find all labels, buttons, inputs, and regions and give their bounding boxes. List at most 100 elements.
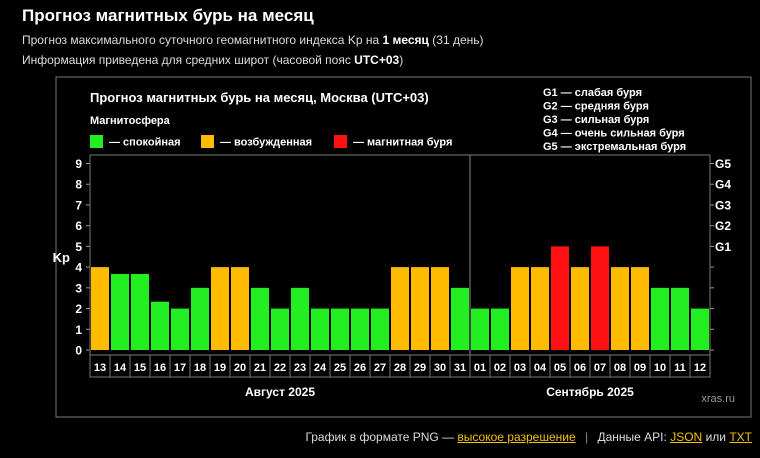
latitude-note: Информация приведена для средних широт (… (22, 53, 403, 67)
bar (551, 246, 569, 350)
bar (111, 273, 129, 350)
x-tick-label: 31 (454, 362, 466, 374)
legend-swatch (334, 135, 347, 148)
bar (371, 308, 389, 350)
footer-separator: | (585, 430, 589, 444)
bars (89, 154, 711, 356)
g-tick-label: G1 (715, 240, 731, 254)
bar (451, 287, 469, 350)
bar (211, 267, 229, 350)
y-tick-label: 6 (75, 219, 82, 233)
bar (631, 267, 649, 350)
legend-label: — спокойная (109, 137, 181, 149)
g-tick-label: G2 (715, 219, 731, 233)
y-axis: 0 1 2 3 4 5 6 7 8 9 (75, 157, 90, 358)
x-tick-label: 28 (394, 362, 406, 374)
bar (191, 287, 209, 350)
legend: — спокойная — возбужденная — магнитная бур… (90, 135, 452, 149)
x-tick-label: 25 (334, 362, 346, 374)
bar (171, 308, 189, 350)
month-labels: Август 2025 Сентябрь 2025 (245, 385, 634, 399)
bar (491, 308, 509, 350)
y-tick-label: 4 (75, 261, 82, 275)
storm-scale-item: G2 — средняя буря (543, 101, 649, 113)
bar (651, 287, 669, 350)
forecast-description: Прогноз максимального суточного геомагни… (22, 33, 484, 47)
y-tick-label: 0 (75, 344, 82, 358)
x-tick-label: 17 (174, 362, 186, 374)
png-text: График в формате PNG — (305, 430, 455, 444)
bar (91, 267, 109, 350)
bar (391, 267, 409, 350)
y-tick-label: 3 (75, 281, 82, 295)
bar (131, 273, 149, 350)
legend-swatch (201, 135, 214, 148)
description-text: Прогноз максимального суточного геомагни… (22, 33, 380, 47)
txt-link[interactable]: TXT (729, 430, 752, 444)
legend-label: — магнитная буря (353, 137, 452, 149)
storm-scale-item: G4 — очень сильная буря (543, 128, 685, 140)
g-tick-label: G5 (715, 157, 731, 171)
x-tick-label: 10 (654, 362, 666, 374)
x-tick-label: 05 (554, 362, 566, 374)
x-tick-label: 27 (374, 362, 386, 374)
g-tick-label: G4 (715, 178, 731, 192)
bar (151, 301, 169, 350)
bar (691, 308, 709, 350)
g-scale-axis: G1 G2 G3 G4 G5 (710, 157, 731, 351)
x-tick-label: 11 (674, 362, 686, 374)
x-tick-label: 06 (574, 362, 586, 374)
x-tick-label: 30 (434, 362, 446, 374)
x-tick-label: 02 (494, 362, 506, 374)
y-tick-label: 9 (75, 157, 82, 171)
storm-scale-item: G1 — слабая буря (543, 87, 642, 99)
month-label: Сентябрь 2025 (546, 385, 634, 399)
x-tick-label: 04 (534, 362, 547, 374)
or-text: или (705, 430, 726, 444)
description-period: 1 месяц (382, 33, 429, 47)
page-title: Прогноз магнитных бурь на месяц (22, 6, 314, 25)
x-tick-label: 16 (154, 362, 166, 374)
bar (351, 308, 369, 350)
bar (251, 287, 269, 350)
y-tick-label: 2 (75, 302, 82, 316)
y-tick-label: 1 (75, 323, 82, 337)
x-axis-frame (89, 354, 711, 378)
x-tick-label: 22 (274, 362, 286, 374)
bar (671, 287, 689, 350)
bar (611, 267, 629, 350)
x-axis: 13 14 15 16 17 18 19 20 21 22 23 24 25 26 27 28 29 30 31 01… (89, 354, 711, 378)
y-tick-label: 5 (75, 240, 82, 254)
x-tick-label: 03 (514, 362, 526, 374)
chart-title: Прогноз магнитных бурь на месяц, Москва … (90, 90, 429, 105)
x-tick-label: 24 (314, 362, 327, 374)
watermark: xras.ru (701, 393, 735, 405)
x-tick-label: 18 (194, 362, 206, 374)
bar (531, 267, 549, 350)
bar (231, 267, 249, 350)
bar (571, 267, 589, 350)
timezone-value: UTC+03 (354, 53, 400, 67)
legend-heading: Магнитосфера (90, 115, 171, 127)
g-tick-label: G3 (715, 198, 731, 212)
bar (511, 267, 529, 350)
x-tick-label: 26 (354, 362, 366, 374)
x-tick-label: 29 (414, 362, 426, 374)
x-tick-label: 14 (114, 362, 127, 374)
legend-swatch (90, 135, 103, 148)
x-tick-label: 13 (94, 362, 106, 374)
footer: График в формате PNG — высокое разрешени… (305, 430, 752, 444)
x-tick-label: 01 (474, 362, 486, 374)
chart-frame (55, 76, 752, 418)
bar (591, 246, 609, 350)
high-resolution-link[interactable]: высокое разрешение (457, 430, 576, 444)
y-tick-label: 7 (75, 198, 82, 212)
json-link[interactable]: JSON (670, 430, 703, 444)
x-tick-label: 15 (134, 362, 146, 374)
y-tick-label: 8 (75, 178, 82, 192)
bar (271, 308, 289, 350)
x-tick-label: 20 (234, 362, 246, 374)
storm-scale-item: G5 — экстремальная буря (543, 141, 686, 153)
bar (411, 267, 429, 350)
